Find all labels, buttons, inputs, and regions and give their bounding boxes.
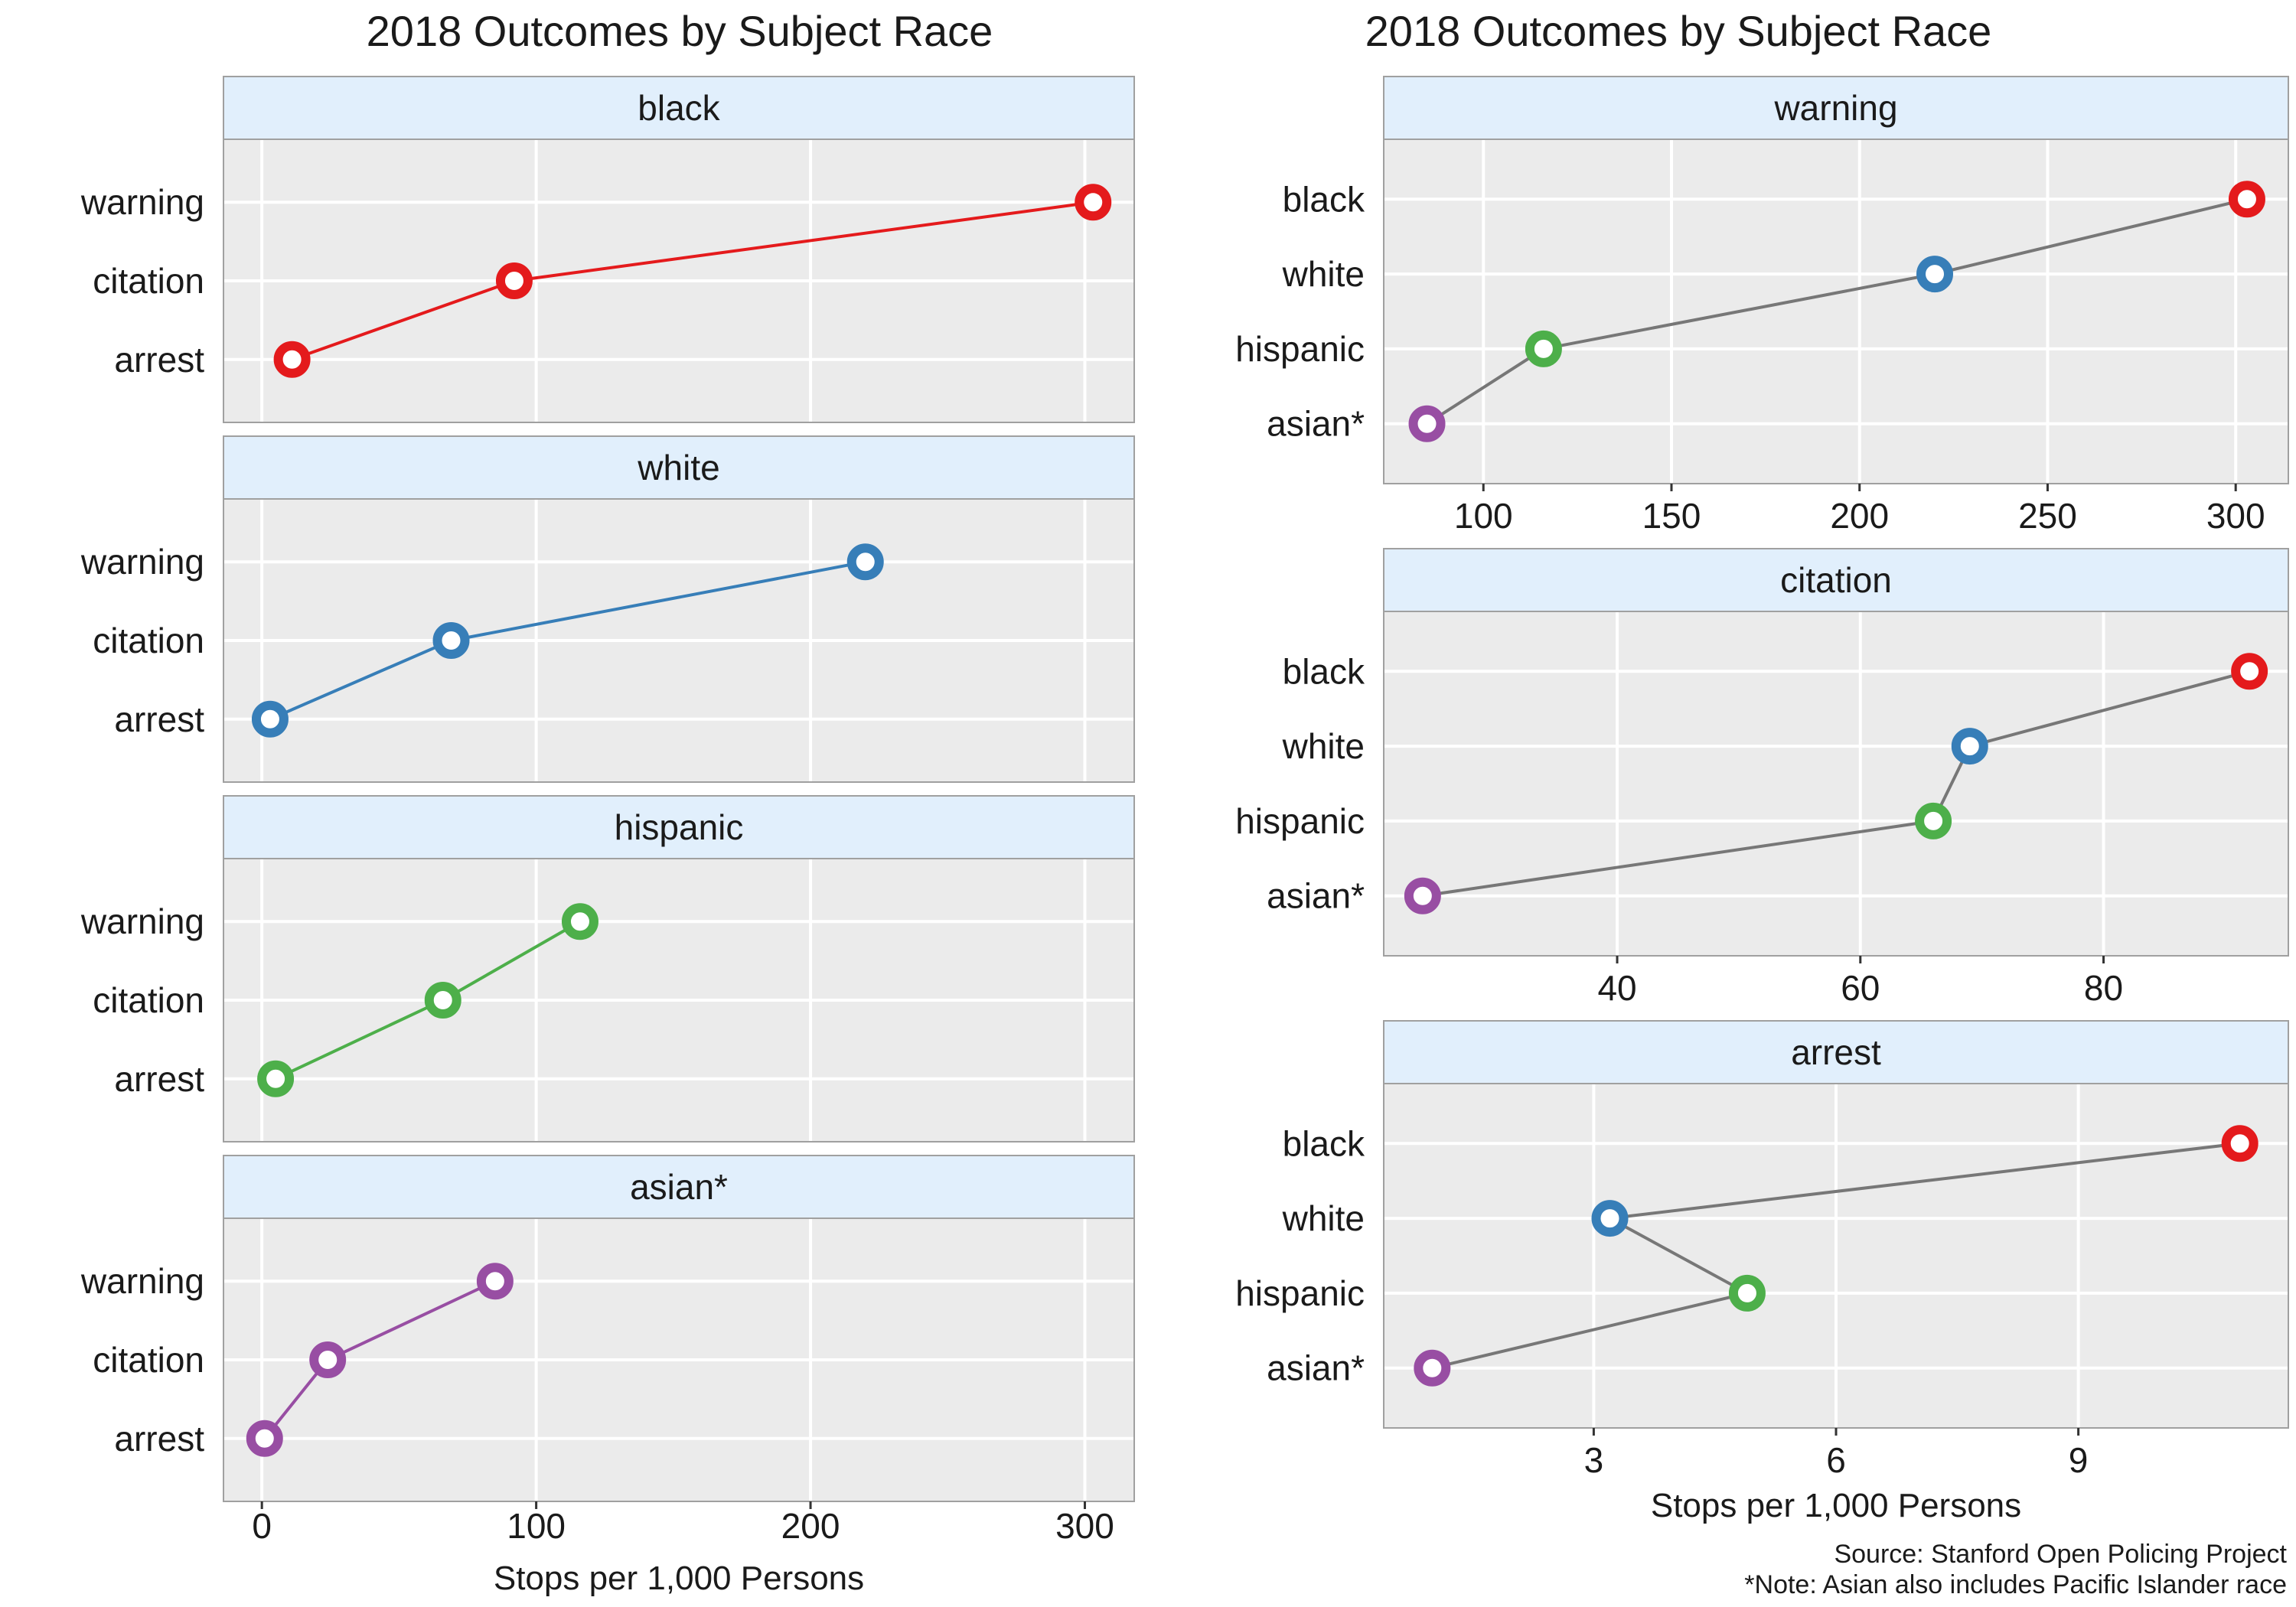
strip-label-citation: citation: [1780, 560, 1892, 600]
point-hispanic-citation: [424, 982, 461, 1019]
strip-asian: [223, 1155, 1135, 1219]
category-label-citation: citation: [93, 980, 204, 1020]
point-hispanic-arrest: [257, 1060, 295, 1097]
note-caption: *Note: Asian also includes Pacific Islan…: [1744, 1570, 2287, 1599]
category-label-hispanic: hispanic: [1235, 801, 1365, 841]
panel-asian: asian* warning citation arrest: [80, 1155, 1135, 1502]
point-black-citation: [495, 262, 533, 299]
strip-label-asian: asian*: [630, 1167, 728, 1207]
x-tick-label: 6: [1826, 1440, 1846, 1480]
left-x-axis: 0 100 200 300 Stops per 1,000 Persons: [252, 1501, 1114, 1597]
panel-black: black warning citation arrest: [80, 76, 1135, 423]
series-line-citation: [1422, 670, 2250, 898]
point-citation-hispanic: [1915, 802, 1952, 839]
panel-background: [1383, 611, 2289, 957]
x-tick-label: 3: [1584, 1440, 1604, 1480]
x-tick-label: 250: [2018, 496, 2077, 536]
strip-white: [223, 435, 1135, 500]
x-tick-label: 40: [1597, 968, 1636, 1008]
x-tick-label: 200: [1830, 496, 1889, 536]
right-x-axis-title: Stops per 1,000 Persons: [1651, 1487, 2021, 1524]
category-label-warning: warning: [80, 542, 204, 582]
point-arrest-asian: [1414, 1349, 1451, 1387]
category-label-hispanic: hispanic: [1235, 1273, 1365, 1313]
point-warning-hispanic: [1525, 330, 1562, 367]
point-citation-white: [1951, 728, 1988, 765]
strip-label-arrest: arrest: [1791, 1032, 1881, 1072]
category-label-warning: warning: [80, 901, 204, 941]
strip-label-warning: warning: [1773, 88, 1897, 128]
category-label-black: black: [1283, 1123, 1365, 1163]
panel-white: white warning citation arrest: [80, 435, 1135, 783]
category-label-arrest: arrest: [114, 699, 204, 739]
category-label-arrest: arrest: [114, 1059, 204, 1099]
strip-citation: [1383, 548, 2289, 612]
left-x-axis-title: Stops per 1,000 Persons: [494, 1560, 864, 1597]
category-label-white: white: [1282, 1198, 1365, 1238]
point-white-arrest: [251, 700, 289, 738]
point-citation-black: [2231, 653, 2268, 690]
point-asian-arrest: [246, 1420, 283, 1457]
point-arrest-white: [1591, 1200, 1629, 1237]
series-line-arrest: [1431, 1142, 2240, 1370]
point-black-warning: [1075, 184, 1112, 221]
x-tick-label: 80: [2084, 968, 2123, 1008]
series-line-warning: [1426, 197, 2248, 425]
category-label-black: black: [1283, 651, 1365, 691]
category-label-asian: asian*: [1267, 876, 1365, 916]
left-chart-title: 2018 Outcomes by Subject Race: [367, 7, 993, 55]
x-tick-label: 300: [1055, 1506, 1114, 1546]
point-asian-citation: [309, 1341, 347, 1378]
panel-warning: warning black white hispanic asian* 100 150 200…: [1235, 76, 2289, 536]
point-arrest-black: [2221, 1125, 2258, 1162]
category-label-arrest: arrest: [114, 1419, 204, 1459]
panel-hispanic: hispanic warning citation arrest: [80, 795, 1135, 1143]
x-tick-label: 300: [2206, 496, 2265, 536]
right-chart: 2018 Outcomes by Subject Race warning blac…: [1235, 7, 2289, 1524]
strip-label-hispanic: hispanic: [615, 807, 744, 847]
category-label-citation: citation: [93, 621, 204, 660]
category-label-citation: citation: [93, 261, 204, 301]
strip-hispanic: [223, 795, 1135, 859]
category-label-white: white: [1282, 726, 1365, 766]
panel-arrest: arrest black white hispanic asian* 3 6 9: [1235, 1020, 2289, 1480]
point-warning-white: [1916, 256, 1954, 293]
point-black-arrest: [273, 341, 311, 378]
point-asian-warning: [476, 1263, 514, 1300]
left-chart: 2018 Outcomes by Subject Race black warnin…: [80, 7, 1135, 1597]
x-tick-label: 9: [2069, 1440, 2089, 1480]
point-white-warning: [846, 543, 884, 581]
category-label-arrest: arrest: [114, 340, 204, 380]
source-caption: Source: Stanford Open Policing Project: [1834, 1540, 2287, 1569]
point-warning-black: [2228, 181, 2265, 218]
point-citation-asian: [1404, 877, 1441, 914]
x-tick-label: 200: [781, 1506, 840, 1546]
right-chart-title: 2018 Outcomes by Subject Race: [1365, 7, 1992, 55]
strip-label-black: black: [638, 88, 720, 128]
x-tick-label: 100: [1454, 496, 1513, 536]
category-label-warning: warning: [80, 1261, 204, 1301]
x-tick-label: 0: [252, 1506, 272, 1546]
category-label-black: black: [1283, 179, 1365, 219]
x-tick-label: 100: [507, 1506, 566, 1546]
strip-black: [223, 76, 1135, 140]
strip-warning: [1383, 76, 2289, 140]
category-label-asian: asian*: [1267, 404, 1365, 444]
point-hispanic-warning: [561, 903, 598, 940]
category-label-citation: citation: [93, 1340, 204, 1380]
point-arrest-hispanic: [1728, 1274, 1766, 1312]
x-tick-label: 60: [1841, 968, 1880, 1008]
strip-label-white: white: [637, 448, 719, 487]
category-label-warning: warning: [80, 182, 204, 222]
point-warning-asian: [1408, 405, 1446, 442]
category-label-hispanic: hispanic: [1235, 329, 1365, 369]
panel-background: [1383, 139, 2289, 484]
panel-citation: citation black white hispanic asian* 40 60 80: [1235, 548, 2289, 1008]
category-label-white: white: [1282, 254, 1365, 294]
x-tick-label: 150: [1642, 496, 1701, 536]
point-white-citation: [432, 622, 470, 659]
category-label-asian: asian*: [1267, 1348, 1365, 1388]
